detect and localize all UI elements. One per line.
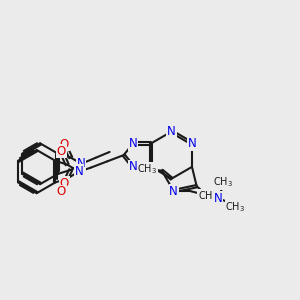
Text: N: N [188,137,196,150]
Text: CH$_3$: CH$_3$ [213,176,233,189]
Text: N: N [167,125,176,138]
Text: O: O [60,177,69,190]
Text: O: O [60,138,69,151]
Text: CH$_3$: CH$_3$ [137,162,157,176]
Text: N: N [75,165,83,178]
Text: O: O [57,185,66,198]
Text: N: N [129,137,137,150]
Text: N: N [77,157,86,170]
Text: N: N [169,184,178,198]
Text: N: N [214,192,223,205]
Text: CH$_3$: CH$_3$ [198,189,218,203]
Text: N: N [129,160,137,173]
Text: CH$_3$: CH$_3$ [225,200,245,214]
Text: O: O [57,145,66,158]
